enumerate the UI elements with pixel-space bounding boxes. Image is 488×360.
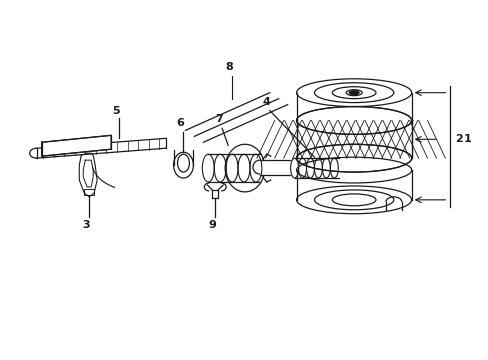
Text: 7: 7 bbox=[215, 114, 223, 125]
Bar bbox=[84, 189, 94, 195]
Text: 8: 8 bbox=[225, 62, 232, 72]
Text: 4: 4 bbox=[263, 96, 270, 107]
Text: 9: 9 bbox=[208, 220, 216, 230]
Text: 3: 3 bbox=[82, 220, 90, 230]
Text: 6: 6 bbox=[176, 118, 184, 129]
Text: 5: 5 bbox=[112, 105, 120, 116]
Polygon shape bbox=[41, 135, 111, 156]
Ellipse shape bbox=[348, 91, 358, 95]
Text: 2: 2 bbox=[454, 134, 462, 144]
Text: 1: 1 bbox=[462, 134, 470, 144]
